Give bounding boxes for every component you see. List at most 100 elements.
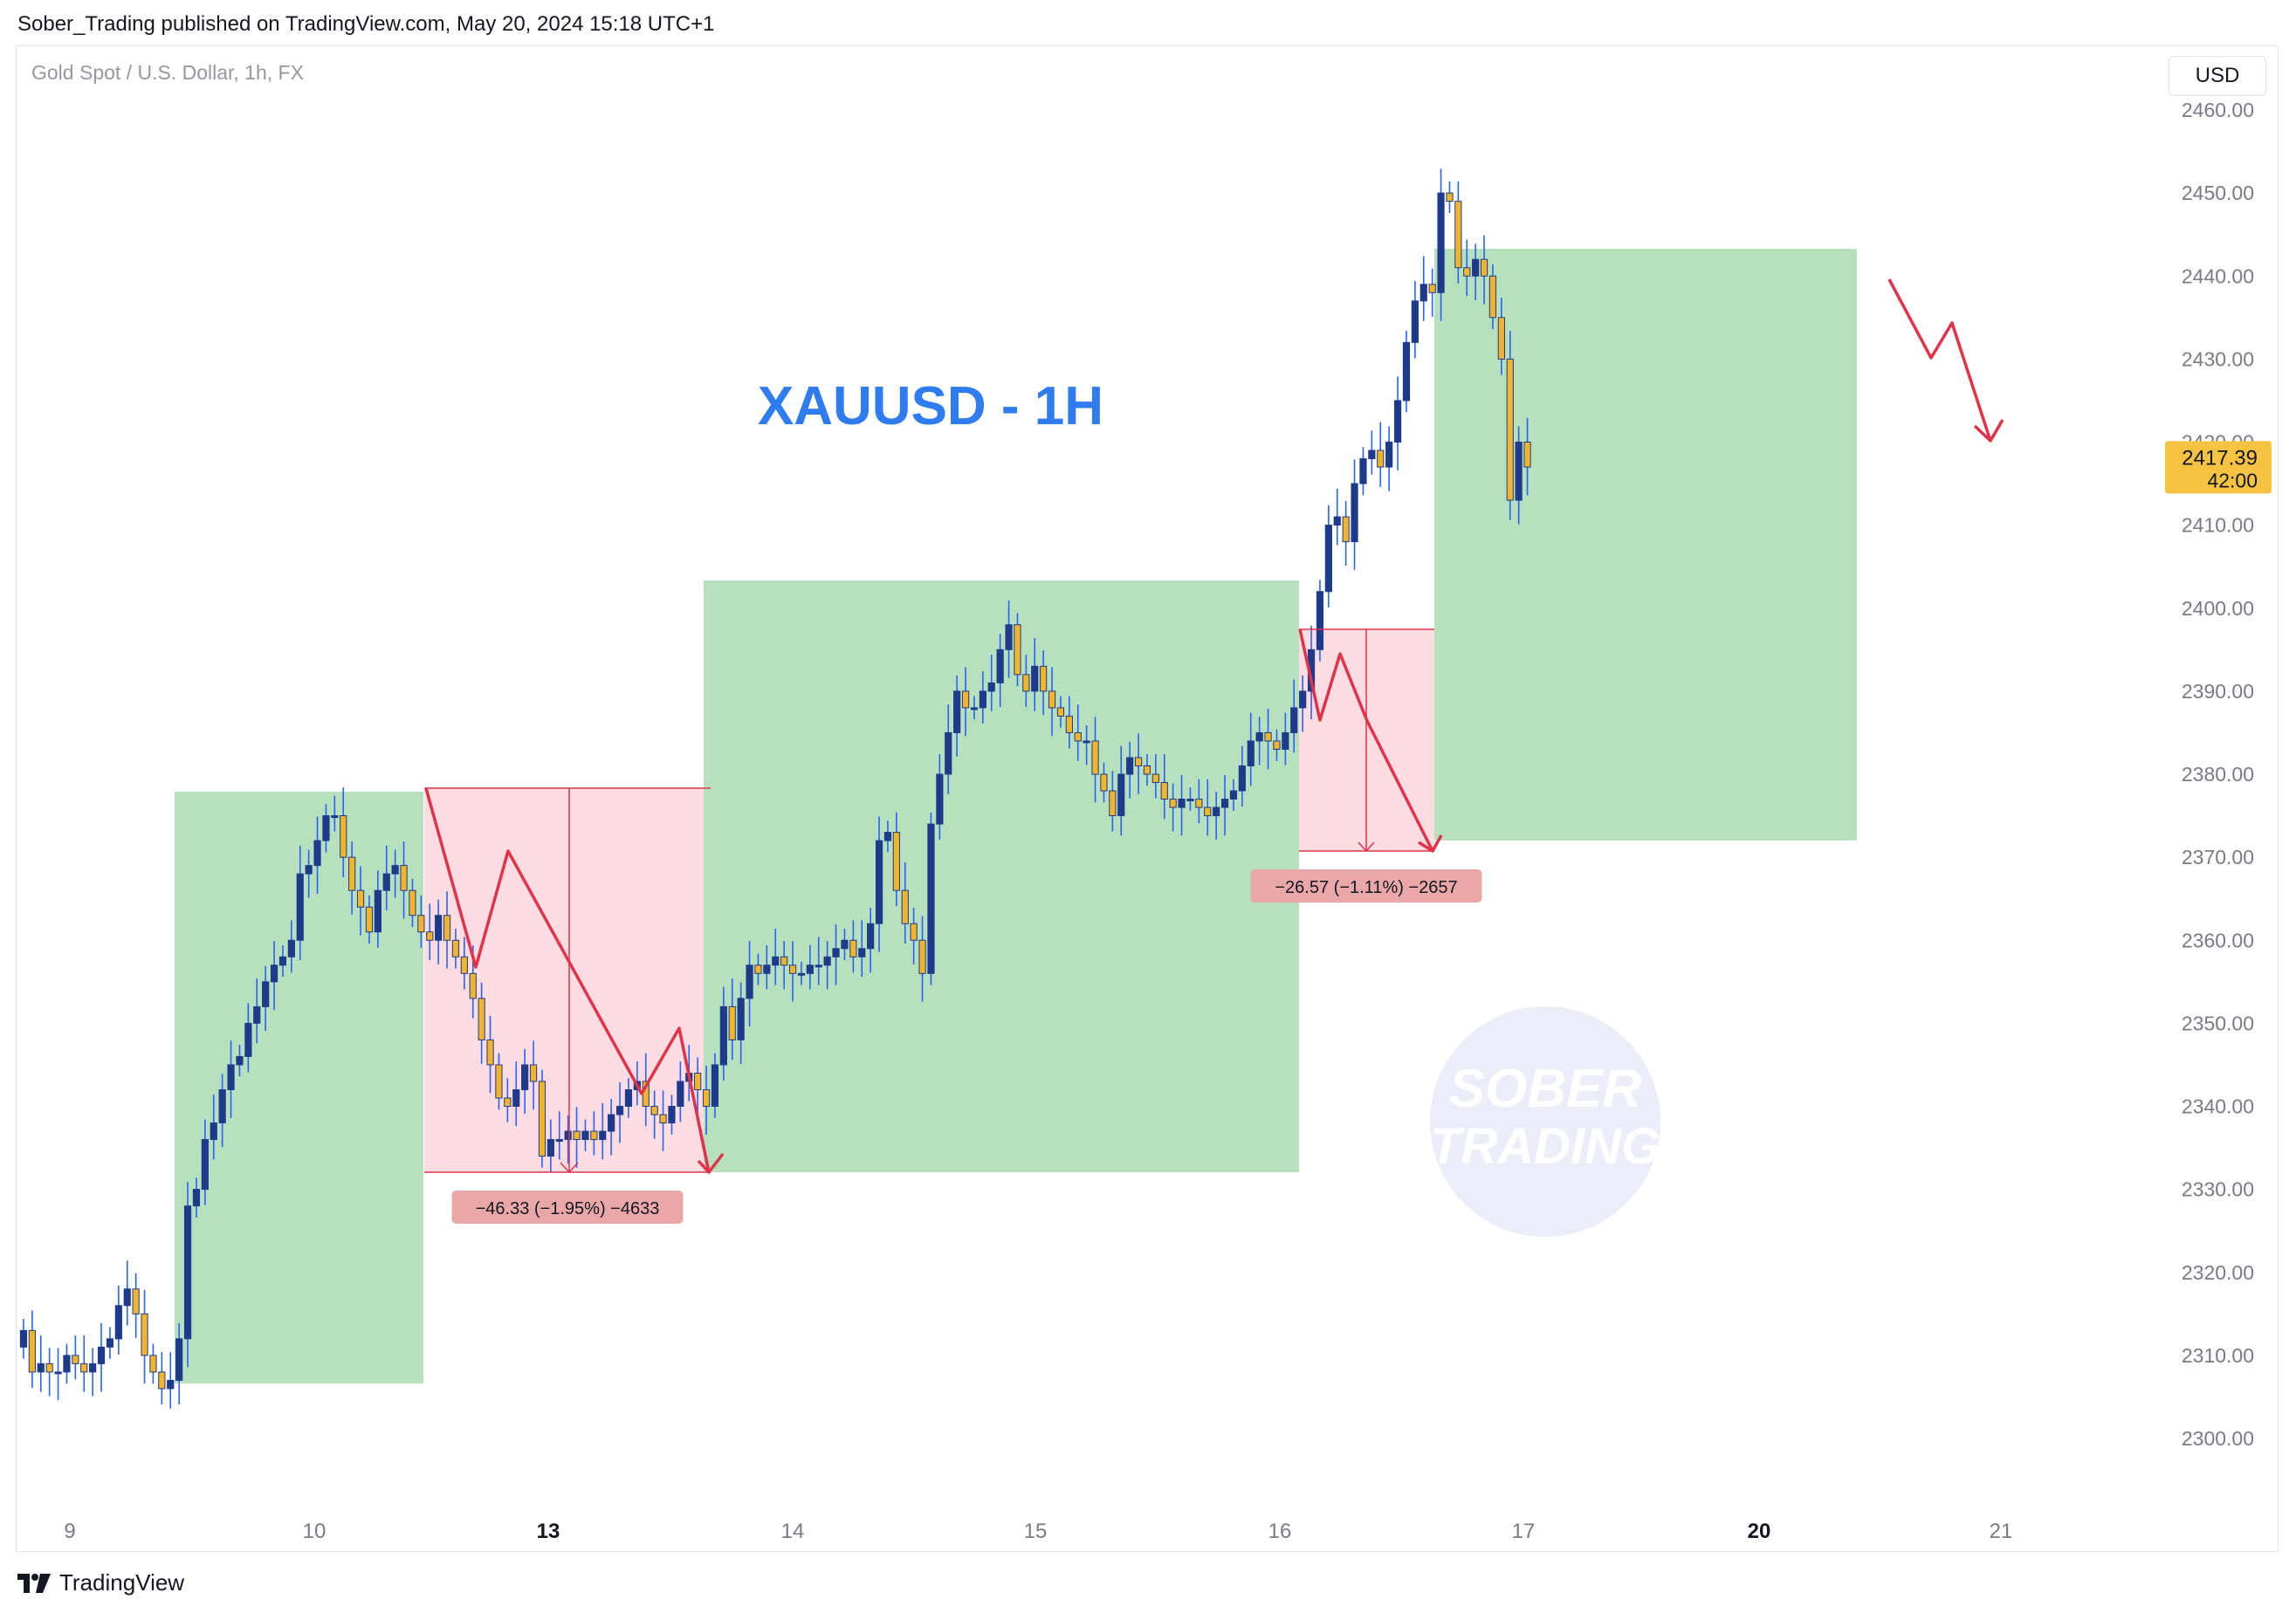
candle-bull <box>97 1346 106 1364</box>
candle-bear <box>1151 773 1159 784</box>
tradingview-brand: TradingView <box>59 1569 185 1596</box>
time-tick-label: 21 <box>1990 1520 2013 1543</box>
candle-bear <box>426 931 434 941</box>
candle-bear <box>1264 731 1272 742</box>
candle-bear <box>1523 442 1531 468</box>
candle-bear <box>1497 317 1505 360</box>
price-tick-label: 2310.00 <box>2182 1344 2254 1367</box>
candle-bear <box>1195 799 1203 808</box>
candle-bear <box>45 1362 53 1373</box>
candle-bull <box>63 1355 71 1373</box>
candle-bull <box>823 956 831 966</box>
price-tag-countdown: 42:00 <box>2207 469 2258 491</box>
candle-bull <box>841 939 849 950</box>
candle-bear <box>659 1114 667 1124</box>
candle-bull <box>106 1338 114 1348</box>
candle-bear <box>1204 806 1212 817</box>
candle-bear <box>1100 773 1108 792</box>
candle-bull <box>521 1064 529 1090</box>
price-axis: 2300.00 2310.00 2320.00 2330.00 2340.00 2350.… <box>2182 99 2254 1450</box>
candle-bull <box>270 964 278 983</box>
price-tick-label: 2300.00 <box>2182 1427 2254 1450</box>
candle-bull <box>1031 665 1039 692</box>
measure-label-1-bg <box>451 1191 684 1224</box>
price-tick-label: 2350.00 <box>2182 1012 2254 1034</box>
tradingview-logo-icon <box>17 1573 51 1593</box>
candle-bear <box>478 998 485 1040</box>
candle-bull <box>1402 341 1411 402</box>
candle-bull <box>668 1106 676 1124</box>
time-tick-label: 13 <box>537 1520 560 1543</box>
candle-bull <box>227 1064 235 1090</box>
candle-bear <box>1065 715 1073 733</box>
candle-bull <box>183 1205 192 1340</box>
candle-bear <box>158 1371 166 1390</box>
candle-bull <box>564 1130 572 1141</box>
currency-button[interactable]: USD <box>2169 56 2266 96</box>
candle-bear <box>780 956 788 966</box>
candle-bear <box>28 1329 36 1373</box>
candle-bear <box>918 939 926 974</box>
candle-bull <box>883 832 892 841</box>
candle-bear <box>529 1064 538 1082</box>
annotation-layer: −46.33 (−1.95%) −4633 −26.57 (−1.11%) −26… <box>424 278 2004 1224</box>
candle-bear <box>1048 690 1056 709</box>
candle-bear <box>788 964 797 974</box>
candle-bull <box>581 1130 589 1141</box>
tradingview-footer[interactable]: TradingView <box>17 1569 184 1596</box>
red-zone-1 <box>424 788 711 1172</box>
candle-bear <box>1506 358 1514 501</box>
candle-bull <box>797 972 806 976</box>
candle-bear <box>1342 516 1350 543</box>
measure-arrowhead-2 <box>1358 841 1375 852</box>
candle-bear <box>1454 201 1462 269</box>
candle-bear <box>1273 740 1281 750</box>
symbol-info: Gold Spot / U.S. Dollar, 1h, FX <box>31 61 304 84</box>
candle-bull <box>987 682 995 692</box>
candle-bull <box>244 1022 252 1057</box>
candle-bull <box>1255 731 1263 742</box>
price-tick-label: 2460.00 <box>2182 99 2254 121</box>
candle-bear <box>495 1064 503 1099</box>
candle-bear <box>538 1081 547 1157</box>
candle-bull <box>1229 790 1238 800</box>
candle-bull <box>19 1329 28 1348</box>
price-tick-label: 2410.00 <box>2182 514 2254 537</box>
price-tick-label: 2320.00 <box>2182 1261 2254 1284</box>
candle-bear <box>694 1072 702 1090</box>
watermark-line2: TRADING <box>1430 1118 1660 1175</box>
candle-bull <box>763 964 771 974</box>
time-tick-label: 16 <box>1268 1520 1292 1543</box>
candle-bull <box>806 964 814 974</box>
time-tick-label: 10 <box>303 1520 327 1543</box>
watermark-line1: SOBER <box>1449 1059 1642 1119</box>
candle-bear <box>849 939 857 958</box>
price-tick-label: 2360.00 <box>2182 929 2254 951</box>
projection-path <box>1887 278 1992 442</box>
candle-bull <box>1247 740 1255 766</box>
candle-bull <box>832 948 840 958</box>
candle-bull <box>253 1006 261 1024</box>
candle-bear <box>1091 740 1099 775</box>
candle-bull <box>192 1189 201 1207</box>
candle-bull <box>858 948 866 958</box>
time-tick-label: 20 <box>1748 1520 1771 1543</box>
price-tick-label: 2440.00 <box>2182 264 2254 287</box>
candle-bear <box>451 939 460 958</box>
candle-bear <box>132 1288 140 1314</box>
candle-bear <box>1377 450 1385 468</box>
publish-header: Sober_Trading published on TradingView.c… <box>17 12 715 36</box>
candle-bear <box>1022 674 1030 692</box>
candle-bull <box>936 773 944 825</box>
candle-bear <box>728 1006 736 1040</box>
candle-bull <box>1316 591 1324 650</box>
time-axis: 9 10 13 14 15 16 17 20 21 <box>64 1520 2012 1543</box>
time-tick-label: 17 <box>1512 1520 1536 1543</box>
zigzag-1 <box>424 787 711 1173</box>
candle-bull <box>624 1088 633 1107</box>
price-tick-label: 2390.00 <box>2182 680 2254 703</box>
candle-bull <box>1282 731 1289 750</box>
candle-bear <box>1428 284 1436 293</box>
